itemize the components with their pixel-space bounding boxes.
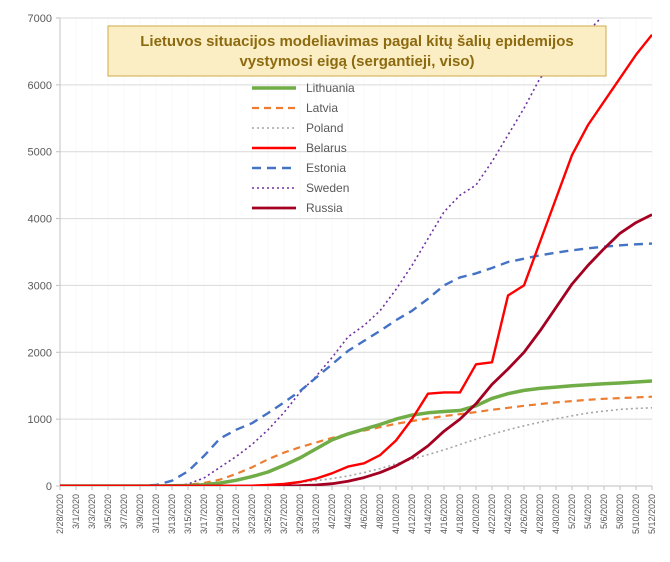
y-tick-label: 5000	[28, 147, 52, 159]
x-tick-label: 4/10/2020	[391, 494, 401, 534]
x-tick-label: 5/12/2020	[647, 494, 657, 534]
x-tick-label: 3/17/2020	[199, 494, 209, 534]
x-tick-label: 4/22/2020	[487, 494, 497, 534]
legend-label: Estonia	[306, 161, 346, 175]
x-tick-label: 3/29/2020	[295, 494, 305, 534]
legend-label: Lithuania	[306, 81, 355, 95]
x-tick-label: 3/1/2020	[71, 494, 81, 529]
x-tick-label: 5/10/2020	[631, 494, 641, 534]
x-tick-label: 5/6/2020	[599, 494, 609, 529]
legend-label: Latvia	[306, 101, 338, 115]
chart-title: vystymosi eigą (sergantieji, viso)	[239, 53, 474, 70]
y-tick-label: 6000	[28, 80, 52, 92]
chart-root: 0 1000 2000 3000 4000 5000 6000 7000 2/28/2020 3/…	[0, 0, 670, 562]
x-tick-label: 3/5/2020	[103, 494, 113, 529]
x-tick-label: 3/21/2020	[231, 494, 241, 534]
legend-label: Belarus	[306, 141, 347, 155]
x-tick-label: 3/11/2020	[151, 494, 161, 533]
x-tick-label: 3/31/2020	[311, 494, 321, 534]
x-tick-label: 3/27/2020	[279, 494, 289, 534]
y-tick-label: 1000	[28, 414, 52, 426]
x-tick-label: 4/24/2020	[503, 494, 513, 534]
x-tick-label: 3/3/2020	[87, 494, 97, 529]
x-tick-label: 4/30/2020	[551, 494, 561, 534]
x-tick-label: 5/4/2020	[583, 494, 593, 529]
x-tick-label: 5/8/2020	[615, 494, 625, 529]
x-tick-label: 4/2/2020	[327, 494, 337, 529]
x-tick-label: 4/16/2020	[439, 494, 449, 534]
legend-label: Poland	[306, 121, 343, 135]
x-tick-label: 4/18/2020	[455, 494, 465, 534]
y-tick-label: 2000	[28, 347, 52, 359]
y-tick-label: 3000	[28, 280, 52, 292]
x-tick-label: 3/7/2020	[119, 494, 129, 529]
legend-label: Russia	[306, 201, 343, 215]
x-tick-label: 4/8/2020	[375, 494, 385, 529]
x-tick-label: 3/13/2020	[167, 494, 177, 534]
chart-title: Lietuvos situacijos modeliavimas pagal k…	[140, 33, 573, 50]
x-tick-label: 4/20/2020	[471, 494, 481, 534]
x-tick-label: 4/6/2020	[359, 494, 369, 529]
x-tick-label: 2/28/2020	[55, 494, 65, 534]
y-tick-label: 4000	[28, 214, 52, 226]
x-tick-label: 3/15/2020	[183, 494, 193, 534]
y-tick-label: 7000	[28, 13, 52, 25]
y-tick-label: 0	[46, 481, 52, 493]
x-tick-label: 4/14/2020	[423, 494, 433, 534]
x-tick-label: 3/23/2020	[247, 494, 257, 534]
x-tick-label: 4/12/2020	[407, 494, 417, 534]
x-tick-label: 5/2/2020	[567, 494, 577, 529]
x-tick-label: 4/28/2020	[535, 494, 545, 534]
x-tick-label: 4/4/2020	[343, 494, 353, 529]
legend-label: Sweden	[306, 181, 349, 195]
x-tick-label: 3/25/2020	[263, 494, 273, 534]
x-tick-label: 3/9/2020	[135, 494, 145, 529]
x-tick-label: 3/19/2020	[215, 494, 225, 534]
x-tick-label: 4/26/2020	[519, 494, 529, 534]
